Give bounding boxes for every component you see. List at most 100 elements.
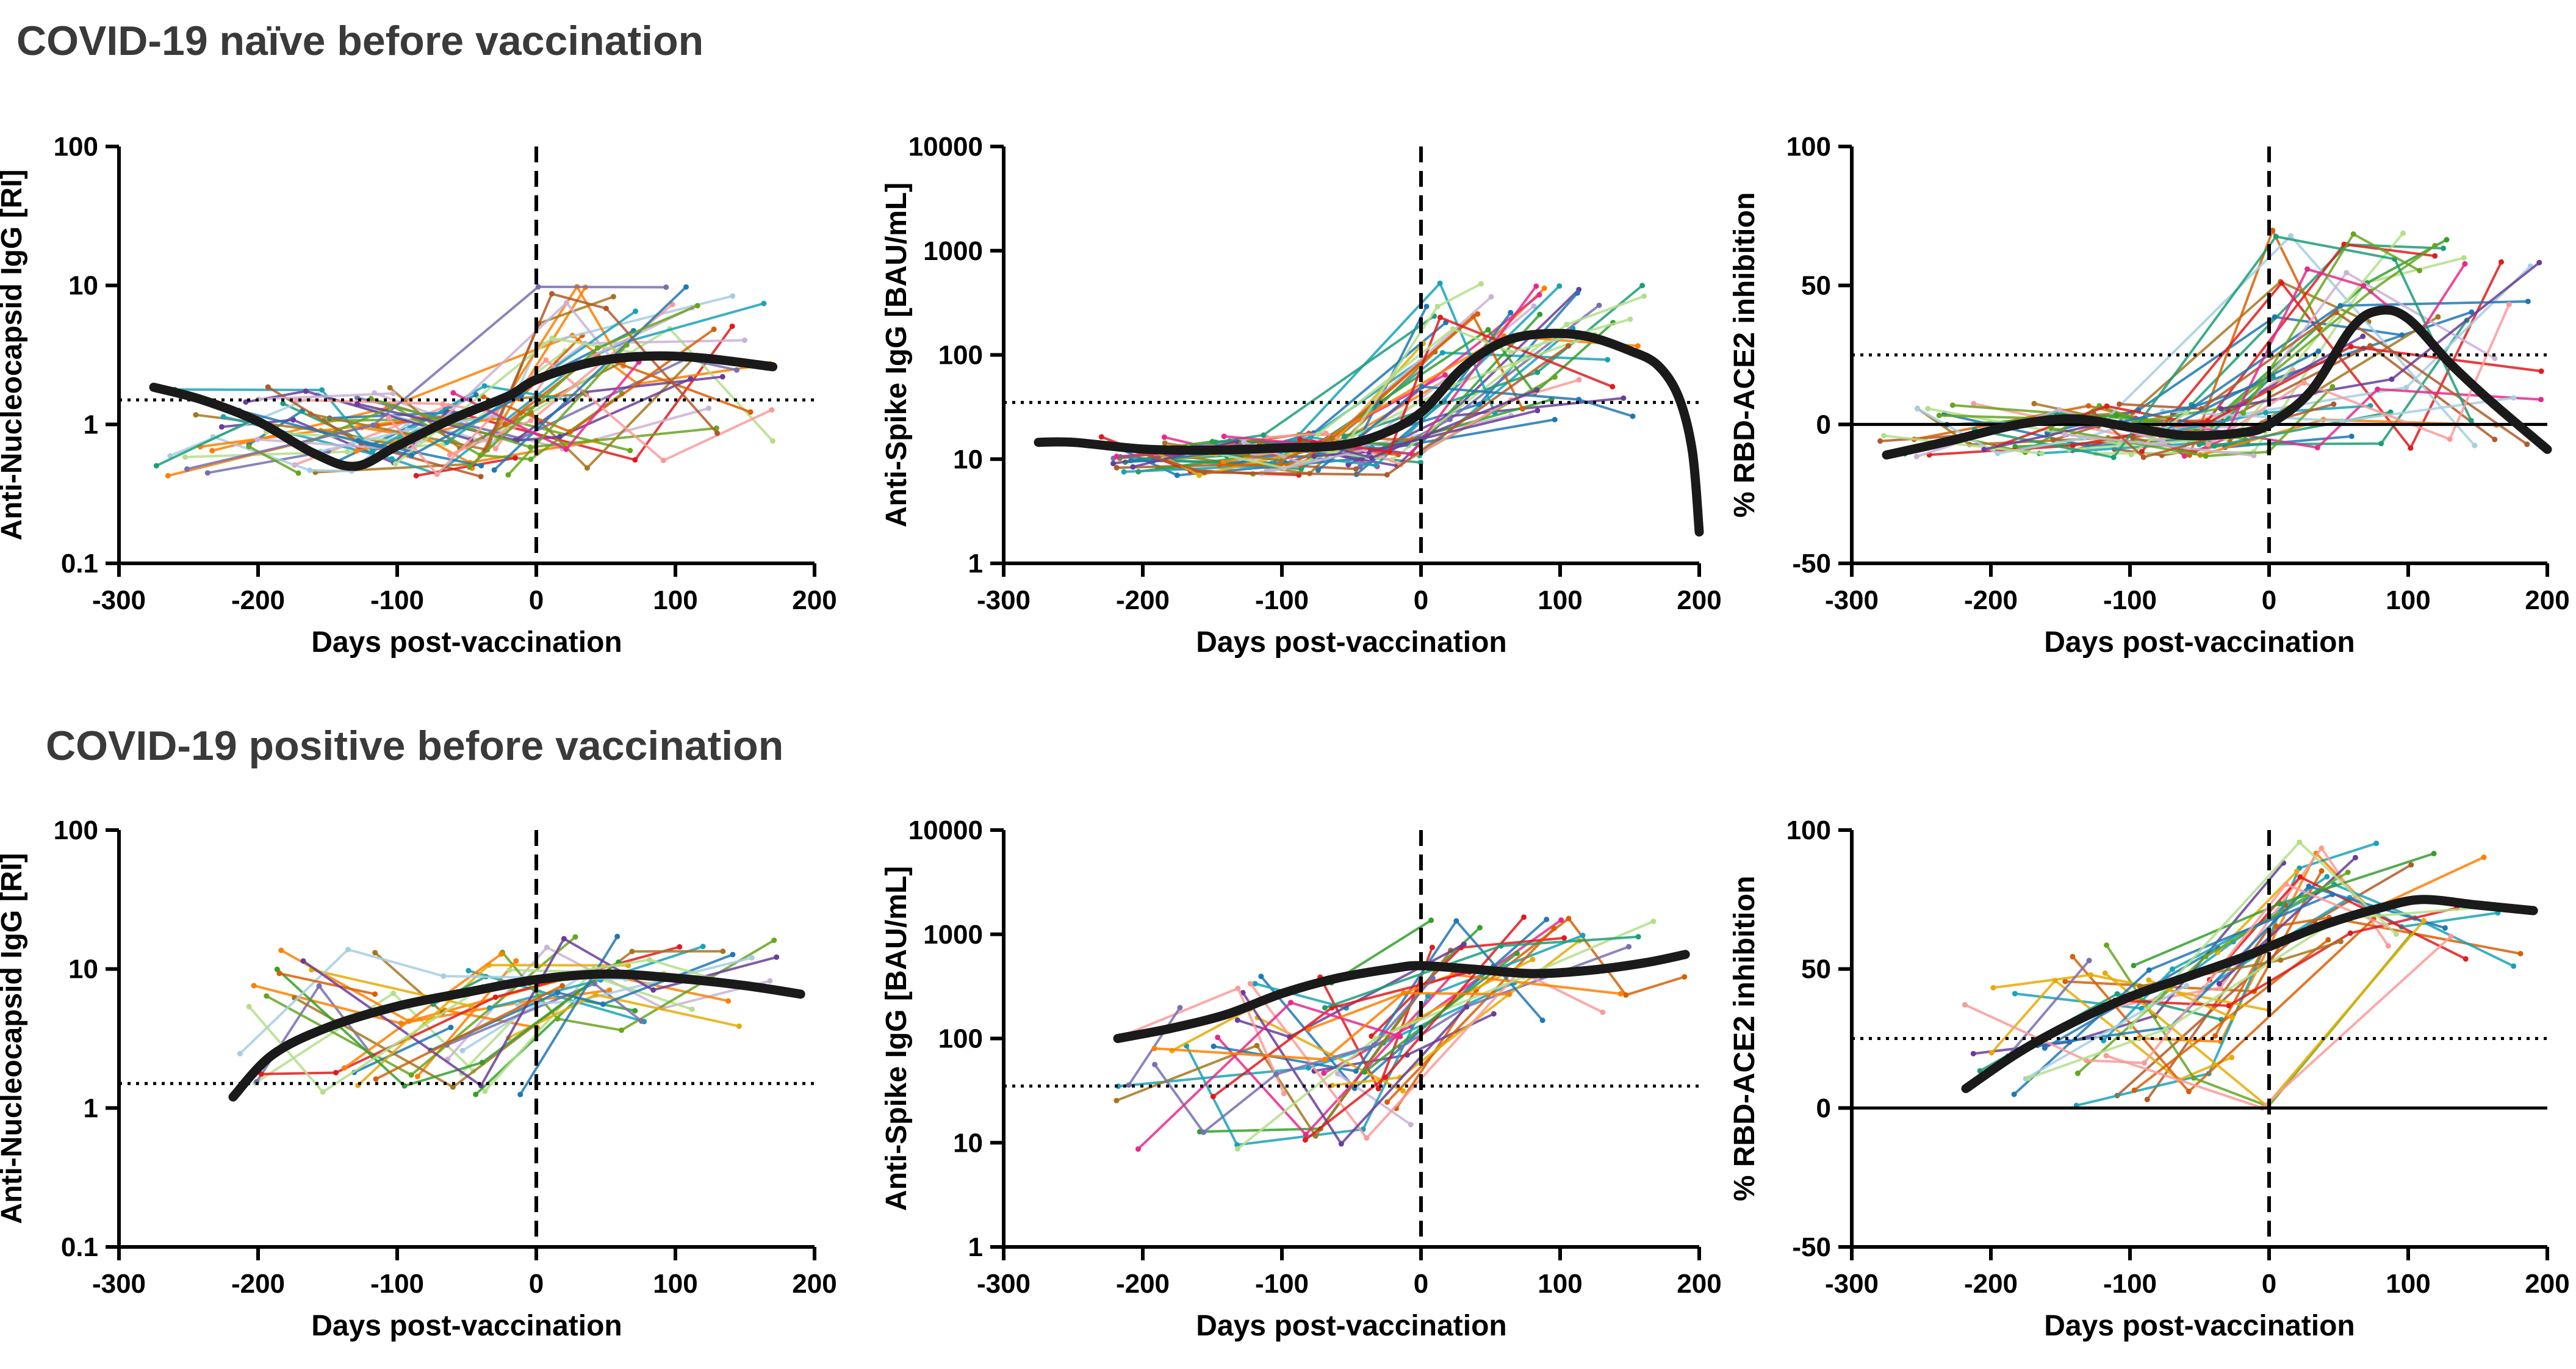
participant-point [1566, 916, 1572, 922]
participant-point [353, 448, 359, 454]
participant-point [2205, 441, 2211, 447]
participant-point [1201, 469, 1207, 475]
participant-line [1154, 991, 1509, 1061]
participant-point [2229, 1014, 2235, 1020]
participant-point [333, 1069, 339, 1075]
participant-point [1533, 283, 1539, 289]
participant-point [2070, 442, 2076, 449]
participant-point [1401, 990, 1407, 996]
participant-line [416, 457, 516, 477]
participant-point [492, 994, 498, 1000]
participant-point [1477, 401, 1483, 407]
participant-point [2086, 958, 2092, 964]
participant-point [714, 430, 721, 436]
participant-point [2031, 400, 2037, 406]
participant-point [1297, 436, 1303, 442]
participant-point [719, 374, 725, 380]
participant-point [1506, 991, 1513, 997]
participant-point [370, 422, 376, 428]
participant-point [1419, 383, 1425, 389]
y-tick-label: 0.1 [61, 1232, 98, 1262]
participant-point [345, 947, 351, 953]
y-tick-label: 1000 [923, 236, 983, 266]
participant-point [730, 293, 736, 299]
participant-point [1630, 413, 1636, 419]
participant-point [2128, 452, 2134, 458]
x-tick-label: -100 [370, 585, 424, 615]
x-tick-label: -300 [92, 1269, 146, 1299]
x-tick-label: -100 [2103, 1269, 2157, 1299]
participant-point [2140, 454, 2146, 460]
participant-point [2315, 348, 2322, 354]
participant-point [1534, 369, 1541, 375]
participant-point [1508, 309, 1514, 316]
participant-point [733, 367, 739, 373]
participant-point [1278, 458, 1284, 464]
fit-curve [1961, 895, 2538, 1093]
participant-point [2217, 985, 2223, 991]
participant-lines [153, 284, 775, 480]
participant-point [2403, 385, 2409, 391]
participant-point [1216, 462, 1222, 468]
participant-line [493, 286, 687, 471]
participant-point [2347, 930, 2353, 936]
participant-point [1135, 1146, 1141, 1152]
participant-point [498, 951, 505, 957]
participant-point [689, 1006, 695, 1013]
participant-point [1213, 439, 1219, 446]
participant-point [344, 449, 350, 455]
participant-point [1877, 438, 1883, 444]
participant-point [2062, 978, 2068, 984]
participant-point [390, 391, 397, 397]
participant-point [559, 983, 566, 989]
participant-point [1341, 433, 1347, 439]
participant-point [2272, 314, 2278, 320]
participant-point [2011, 1091, 2017, 1097]
participant-point [413, 472, 419, 479]
participant-point [165, 472, 171, 479]
participant-line [2116, 864, 2412, 1097]
participant-point [2472, 442, 2478, 449]
participant-point [450, 390, 456, 396]
participant-point [486, 1005, 492, 1011]
participant-point [730, 952, 736, 958]
participant-point [528, 457, 534, 463]
participant-line [1261, 448, 1366, 475]
participant-point [290, 417, 297, 423]
participant-point [2160, 439, 2166, 445]
x-tick-label: -200 [1116, 585, 1170, 615]
participant-point [1552, 416, 1558, 422]
participant-point [513, 958, 519, 964]
x-axis-label: Days post-vaccination [1196, 1310, 1506, 1342]
participant-point [1531, 303, 1537, 309]
participant-point [535, 284, 541, 290]
participant-point [2146, 977, 2152, 983]
participant-point [319, 387, 325, 393]
x-tick-label: 0 [529, 1269, 544, 1299]
participant-point [1566, 343, 1572, 349]
participant-point [1561, 935, 1567, 941]
participant-point [1623, 992, 1629, 998]
participant-point [1196, 472, 1202, 479]
participant-line [2154, 350, 2319, 436]
participant-point [563, 300, 569, 306]
participant-point [254, 436, 261, 442]
participant-point [1437, 314, 1443, 320]
participant-point [2048, 425, 2054, 431]
participant-point [2229, 1054, 2235, 1060]
participant-point [2113, 413, 2119, 419]
participant-point [1962, 1002, 1968, 1008]
participant-point [2511, 963, 2517, 969]
participant-point [2447, 436, 2453, 442]
participant-point [2389, 376, 2395, 382]
x-tick-label: 0 [2262, 1269, 2276, 1299]
participant-point [2499, 259, 2505, 265]
participant-point [2131, 963, 2137, 969]
participant-point [2056, 407, 2062, 413]
participant-point [2525, 298, 2531, 305]
participant-point [1323, 430, 1329, 436]
participant-point [2348, 433, 2355, 439]
x-axis-label: Days post-vaccination [2044, 1310, 2355, 1342]
participant-point [632, 457, 638, 463]
participant-point [392, 461, 398, 467]
